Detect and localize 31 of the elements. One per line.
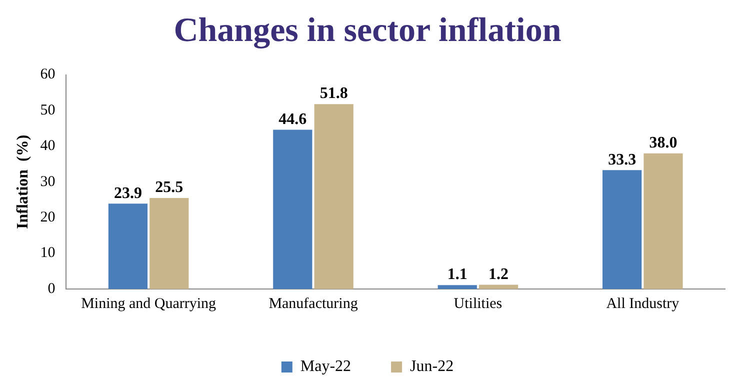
bar (150, 198, 189, 289)
legend-label: Jun-22 (410, 358, 454, 376)
text: 1.1 (447, 266, 468, 284)
text: 51.8 (320, 85, 348, 102)
y-tick-label: 0 (48, 280, 56, 297)
text: 25.5 (155, 179, 184, 196)
x-tick-label: All Industry (606, 296, 680, 312)
bar (478, 284, 518, 289)
text: 23.9 (114, 184, 142, 202)
y-tick-label: 50 (40, 102, 56, 118)
x-tick-label: Mining and Quarrying (81, 296, 217, 312)
legend-label: May-22 (300, 358, 352, 376)
text: 44.6 (278, 110, 307, 128)
bar (273, 130, 312, 289)
text: 33.3 (608, 151, 636, 168)
bar (438, 285, 477, 289)
bar (108, 204, 148, 289)
chart-title: Changes in sector inflation (174, 12, 562, 50)
bar (644, 153, 683, 289)
y-tick-label: 40 (40, 138, 56, 154)
y-tick-label: 30 (40, 174, 56, 190)
text: 1.2 (488, 266, 509, 283)
x-tick-label: Manufacturing (268, 296, 358, 312)
y-tick-label: 10 (40, 245, 56, 262)
x-tick-label: Utilities (454, 296, 502, 312)
y-tick-label: 20 (40, 210, 56, 226)
bar (314, 104, 354, 289)
y-axis-title: Inflation (%) (14, 134, 32, 230)
bar (602, 170, 642, 289)
text: 38.0 (649, 134, 678, 152)
y-tick-label: 60 (40, 66, 56, 83)
